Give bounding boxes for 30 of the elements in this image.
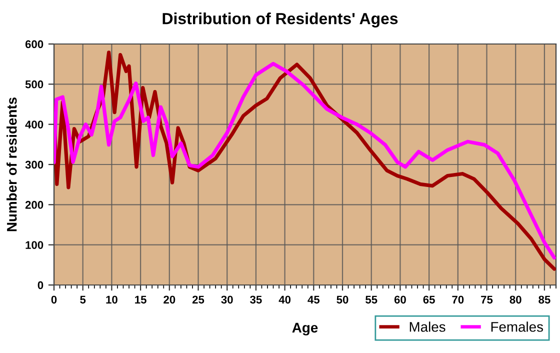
- x-tick-label: 20: [164, 296, 176, 304]
- y-tick-label: 500: [25, 80, 44, 88]
- y-tick-label: 0: [38, 281, 44, 290]
- x-tick-label: 0: [51, 296, 57, 304]
- legend-label: Males: [410, 322, 446, 332]
- y-tick-label: 400: [25, 120, 44, 128]
- x-tick-label: 55: [366, 296, 378, 304]
- x-tick-label: 5: [80, 296, 86, 304]
- x-tick-label: 10: [106, 296, 118, 304]
- x-tick-label: 40: [278, 296, 291, 304]
- x-tick-label: 25: [192, 296, 204, 304]
- x-tick-label: 70: [452, 296, 464, 304]
- chart-title: Distribution of Residents' Ages: [162, 12, 398, 28]
- legend-label: Females: [491, 322, 543, 332]
- x-tick-label: 60: [394, 296, 406, 304]
- x-tick-label: 75: [481, 296, 493, 304]
- y-axis-title: Number of residents: [6, 98, 17, 232]
- x-tick-label: 80: [510, 296, 522, 304]
- x-tick-label: 15: [135, 296, 146, 304]
- y-tick-label: 300: [25, 160, 44, 169]
- x-tick-label: 45: [308, 296, 320, 304]
- x-tick-label: 30: [221, 296, 233, 304]
- y-tick-label: 600: [25, 40, 44, 48]
- x-tick-label: 50: [336, 296, 348, 304]
- x-tick-label: 85: [538, 296, 550, 304]
- x-axis-title: Age: [292, 322, 318, 336]
- y-tick-label: 100: [26, 241, 44, 249]
- y-tick-label: 200: [25, 200, 44, 209]
- x-tick-label: 65: [423, 296, 435, 304]
- x-tick-label: 35: [250, 296, 262, 304]
